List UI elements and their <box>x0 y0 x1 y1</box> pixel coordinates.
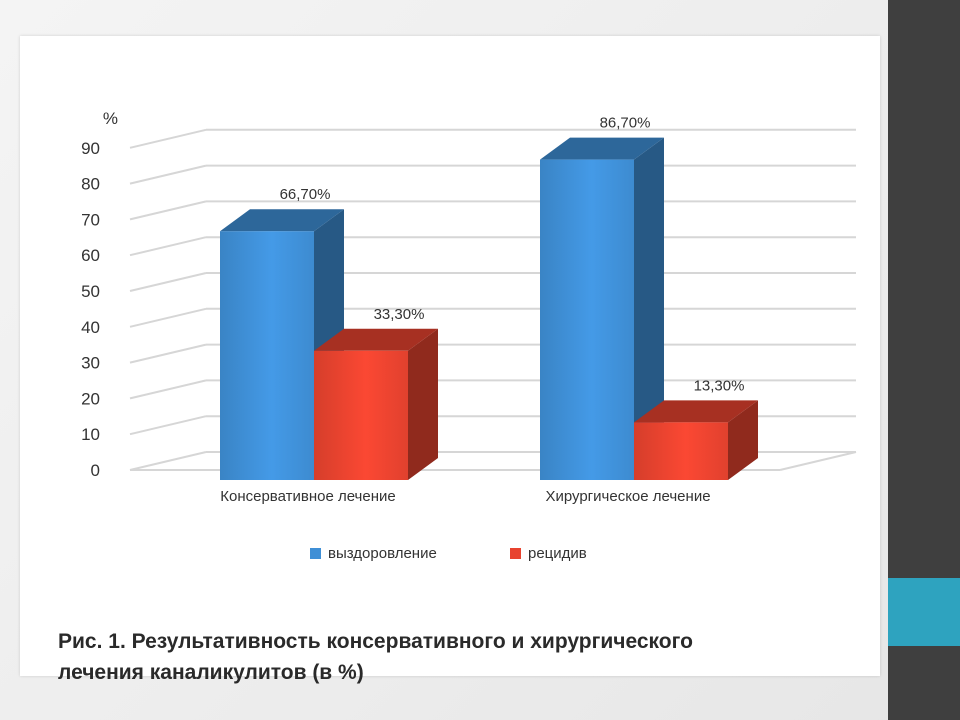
bar-layer <box>220 137 758 481</box>
y-tick-label: 80 <box>81 175 100 194</box>
y-tick-label: 30 <box>81 354 100 373</box>
y-tick-label: 40 <box>81 318 100 337</box>
bar-chart: 0 10 20 30 40 50 60 70 80 90% Консервативное лечен… <box>81 109 857 562</box>
caption-line-1: Рис. 1. Результативность консервативного… <box>58 630 693 653</box>
y-tick-label: 90 <box>81 139 100 158</box>
grid-slant-60 <box>129 236 207 257</box>
bar-side-рецидив-0 <box>408 328 438 480</box>
legend-label: рецидив <box>528 545 587 562</box>
grid-slant-30 <box>129 343 207 364</box>
y-tick-label: 50 <box>81 282 100 301</box>
slide-accent-block <box>888 578 960 646</box>
y-tick-label: 70 <box>81 210 100 229</box>
bar-рецидив-0 <box>314 350 408 480</box>
data-label: 13,30% <box>694 377 745 394</box>
label-layer: 66,70% 33,30% 86,70% 13,30% <box>280 115 745 395</box>
bar-рецидив-1 <box>634 422 728 480</box>
grid-slant-90 <box>129 128 207 149</box>
caption-line-2: лечения каналикулитов (в %) <box>58 661 364 684</box>
grid-slant-80 <box>129 164 207 185</box>
bar-side-выздоровление-1 <box>634 137 664 480</box>
grid-slant-50 <box>129 272 207 292</box>
bar-выздоровление-1 <box>540 159 634 480</box>
bar-top-выздоровление-1 <box>540 137 664 160</box>
bar-top-выздоровление-0 <box>220 209 344 232</box>
figure-frame: 0 10 20 30 40 50 60 70 80 90% Консервативное лечен… <box>20 36 880 684</box>
bar-top-рецидив-1 <box>634 400 758 423</box>
data-label: 33,30% <box>374 306 425 323</box>
y-tick-label: 0 <box>91 461 100 480</box>
legend-label: выздоровление <box>328 545 437 562</box>
bar-выздоровление-0 <box>220 231 314 480</box>
floor-right-slant <box>779 451 857 471</box>
grid-slant-10 <box>129 415 207 436</box>
figure-caption: Рис. 1. Результативность консервативного… <box>58 626 888 688</box>
y-tick-label: 60 <box>81 246 100 265</box>
grid-slant-40 <box>129 307 207 328</box>
data-label: 66,70% <box>280 186 331 203</box>
axis-layer: 0 10 20 30 40 50 60 70 80 90% Консервативное лечен… <box>81 109 710 505</box>
bar-side-рецидив-1 <box>728 400 758 480</box>
bar-top-рецидив-0 <box>314 328 438 351</box>
y-tick-label: 20 <box>81 389 100 408</box>
grid-slant-70 <box>129 200 207 221</box>
data-label: 86,70% <box>600 115 651 132</box>
grid-slant-20 <box>129 379 207 400</box>
x-category-label: Консервативное лечение <box>220 488 395 505</box>
grid-slant-0 <box>129 451 207 471</box>
x-category-label: Хирургическое лечение <box>545 488 710 505</box>
legend-swatch-0 <box>310 548 321 559</box>
y-axis-unit-label: % <box>103 109 118 128</box>
y-tick-label: 10 <box>81 425 100 444</box>
legend-swatch-1 <box>510 548 521 559</box>
legend: выздоровление рецидив <box>310 545 587 562</box>
